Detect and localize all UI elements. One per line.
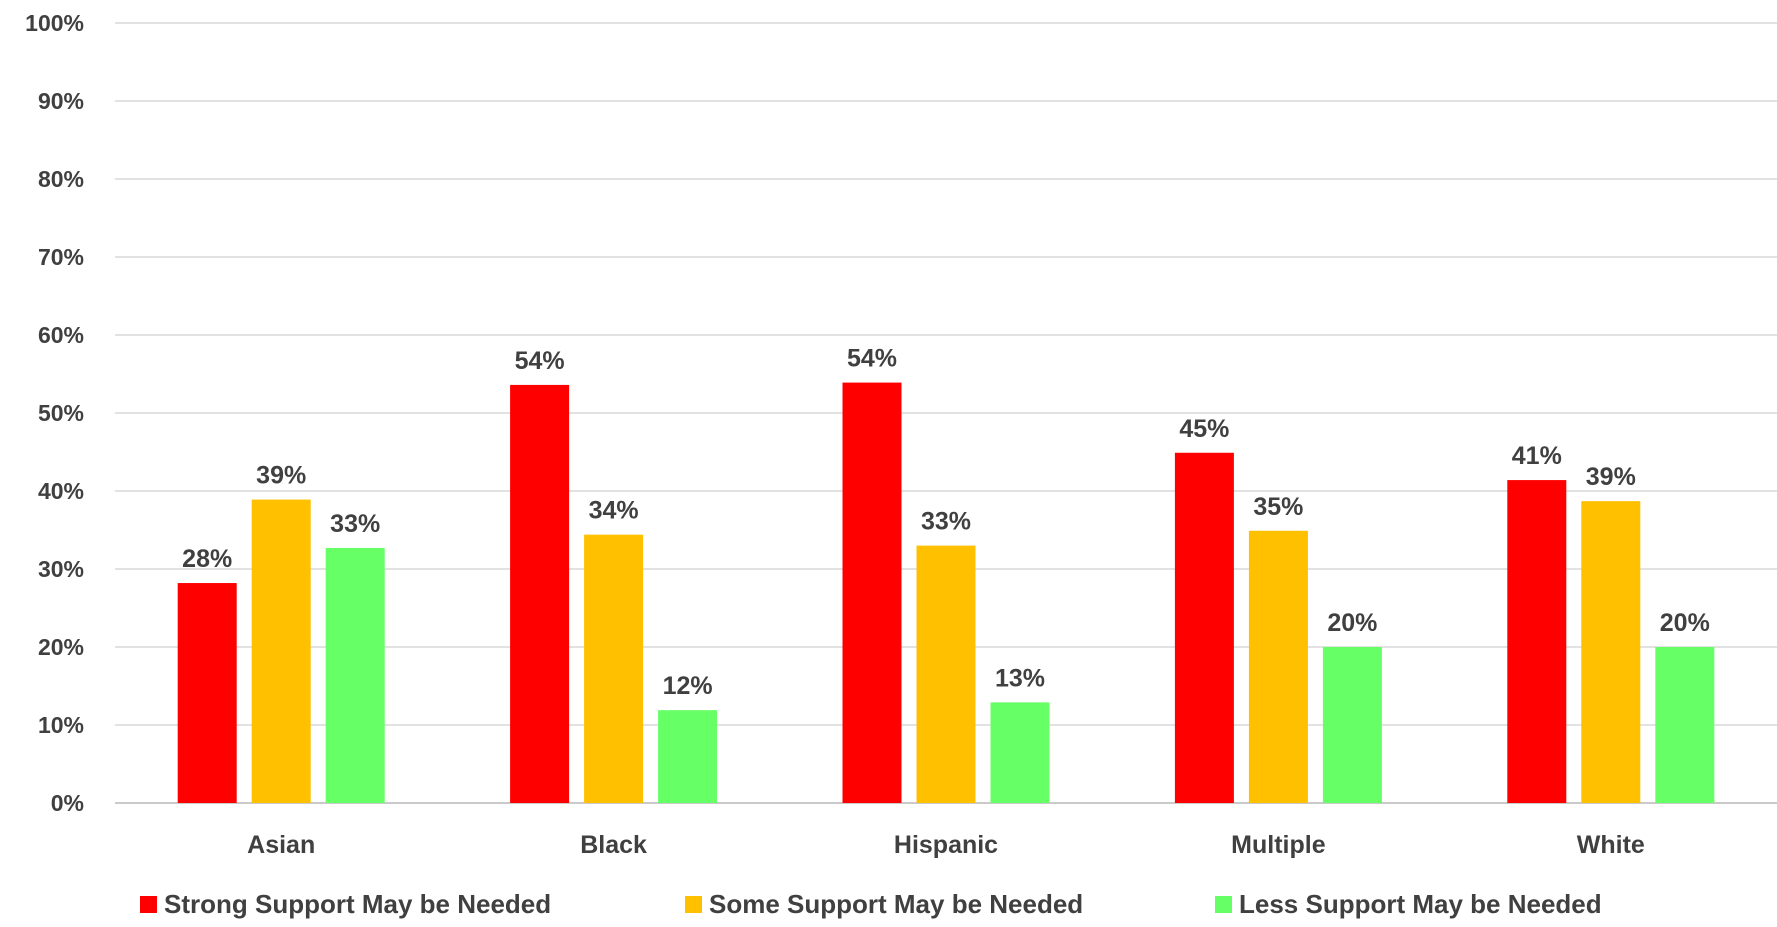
data-label: 45%: [1179, 415, 1229, 443]
legend-item-less-support: Less Support May be Needed: [1215, 887, 1602, 921]
y-tick-label: 80%: [38, 166, 84, 192]
category-label-multiple: Multiple: [1231, 831, 1326, 859]
y-tick-label: 90%: [38, 88, 84, 114]
bar-hispanic-series-2: [990, 702, 1050, 803]
bar-hispanic-series-0: [842, 382, 902, 803]
bar-black-series-0: [510, 384, 570, 803]
legend-swatch-strong-support: [140, 895, 157, 913]
data-label: 54%: [515, 347, 565, 375]
bar-asian-series-1: [251, 499, 311, 803]
bar-white-series-2: [1655, 647, 1715, 803]
y-tick-label: 60%: [38, 322, 84, 348]
data-label: 41%: [1512, 442, 1562, 470]
bar-white-series-1: [1581, 501, 1641, 803]
bar-multiple-series-0: [1174, 452, 1234, 803]
y-tick-label: 20%: [38, 634, 84, 660]
legend-item-some-support: Some Support May be Needed: [685, 887, 1083, 921]
data-label: 54%: [847, 345, 897, 373]
data-label: 35%: [1253, 493, 1303, 521]
bar-asian-series-2: [325, 547, 385, 803]
bar-multiple-series-2: [1322, 647, 1382, 803]
y-tick-label: 100%: [25, 10, 84, 36]
y-tick-label: 10%: [38, 712, 84, 738]
legend: Strong Support May be Needed Some Suppor…: [0, 887, 1777, 921]
legend-label-some-support: Some Support May be Needed: [709, 888, 1084, 919]
y-tick-label: 40%: [38, 478, 84, 504]
data-label: 33%: [330, 510, 380, 538]
category-label-black: Black: [580, 831, 647, 859]
legend-swatch-less-support: [1215, 895, 1232, 913]
data-label: 28%: [182, 545, 232, 573]
bar-black-series-1: [584, 534, 644, 803]
data-label: 20%: [1327, 609, 1377, 637]
y-tick-label: 70%: [38, 244, 84, 270]
y-axis-tick-labels: 0% 10% 20% 30% 40% 50% 60% 70% 80% 90% 100%: [25, 10, 84, 816]
gridlines: [115, 22, 1777, 804]
data-label: 33%: [921, 508, 971, 536]
data-label: 13%: [995, 664, 1045, 692]
legend-label-strong-support: Strong Support May be Needed: [164, 888, 552, 919]
legend-item-strong-support: Strong Support May be Needed: [140, 887, 551, 921]
legend-swatch-some-support: [685, 895, 702, 913]
bar-black-series-2: [658, 710, 718, 803]
y-tick-label: 50%: [38, 400, 84, 426]
data-label: 12%: [663, 672, 713, 700]
y-tick-label: 30%: [38, 556, 84, 582]
bar-asian-series-0: [177, 583, 237, 803]
bar-multiple-series-1: [1248, 530, 1308, 803]
data-label: 20%: [1660, 609, 1710, 637]
x-axis-category-labels: Asian Black Hispanic Multiple White: [247, 831, 1645, 859]
data-label: 34%: [589, 497, 639, 525]
data-labels: 28% 39% 33% 54% 34% 12% 54% 33% 13% 45% 35% 20% 41% 3…: [182, 345, 1710, 701]
category-label-white: White: [1577, 831, 1645, 859]
category-label-hispanic: Hispanic: [894, 831, 998, 859]
data-label: 39%: [256, 462, 306, 490]
data-label: 39%: [1586, 463, 1636, 491]
category-label-asian: Asian: [247, 831, 315, 859]
y-tick-label: 0%: [51, 790, 84, 816]
bars: [177, 382, 1715, 803]
bar-hispanic-series-1: [916, 545, 976, 803]
legend-label-less-support: Less Support May be Needed: [1239, 888, 1602, 919]
bar-white-series-0: [1507, 480, 1567, 803]
